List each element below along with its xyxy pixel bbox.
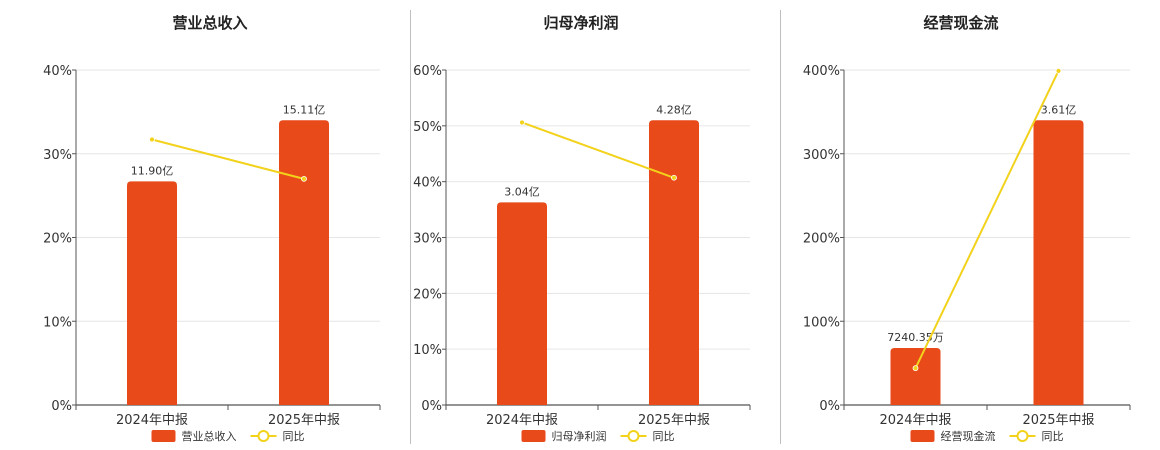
line-point xyxy=(519,119,525,126)
y-tick-label: 10% xyxy=(413,343,442,358)
bar xyxy=(127,181,177,405)
bar-data-label: 7240.35万 xyxy=(887,331,944,344)
y-tick-label: 40% xyxy=(43,64,72,79)
y-tick-label: 30% xyxy=(413,232,442,247)
bar-data-label: 3.61亿 xyxy=(1041,103,1077,116)
y-tick-label: 30% xyxy=(43,148,72,163)
chart-panel-net-profit: 归母净利润 0% 10% 20% 30% 40% 50% 60% 3.04亿 4.28亿 2024年… xyxy=(411,0,781,450)
legend-swatch-bar xyxy=(910,430,935,442)
y-tick-label: 400% xyxy=(803,64,840,79)
panel-divider xyxy=(780,10,781,444)
x-tick-label: 2024年中报 xyxy=(116,413,188,428)
legend-label: 同比 xyxy=(653,430,675,443)
y-tick-label: 0% xyxy=(51,399,72,414)
legend-label: 经营现金流 xyxy=(941,429,996,443)
legend-swatch-bar xyxy=(151,430,176,442)
bar-data-label: 3.04亿 xyxy=(504,185,540,198)
line-point xyxy=(912,365,919,372)
chart-panel-cash-flow: 经营现金流 0% 100% 200% 300% 400% 7240.35万 3.61亿 2024… xyxy=(781,0,1160,450)
bar-data-label: 15.11亿 xyxy=(283,103,326,116)
chart-panel-revenue: 营业总收入 0% 10% 20% 30% 40% 11.90亿 15.11亿 2024年中报 20… xyxy=(0,0,410,450)
series-line xyxy=(151,138,305,180)
y-tick-label: 60% xyxy=(413,64,442,79)
line-point xyxy=(149,136,155,143)
legend-swatch-bar xyxy=(521,430,546,442)
bar xyxy=(649,120,699,405)
chart-title: 营业总收入 xyxy=(172,14,247,32)
legend-label: 归母净利润 xyxy=(552,429,607,443)
chart-title: 经营现金流 xyxy=(923,14,998,32)
y-tick-label: 20% xyxy=(43,232,72,247)
line-point xyxy=(1055,67,1062,74)
legend-label: 营业总收入 xyxy=(182,429,237,443)
y-tick-label: 20% xyxy=(413,287,442,302)
chart-net-profit: 归母净利润 0% 10% 20% 30% 40% 50% 60% 3.04亿 4.28亿 2024年… xyxy=(413,14,751,443)
panel-divider xyxy=(410,10,411,444)
bar xyxy=(1033,120,1084,405)
legend-swatch-marker xyxy=(1016,430,1029,442)
bar-data-label: 11.90亿 xyxy=(131,164,174,177)
x-tick-label: 2025年中报 xyxy=(268,413,340,428)
chart-revenue: 营业总收入 0% 10% 20% 30% 40% 11.90亿 15.11亿 2024年中报 20… xyxy=(43,14,381,443)
x-tick-label: 2025年中报 xyxy=(1022,413,1094,428)
x-tick-label: 2024年中报 xyxy=(879,413,951,428)
y-tick-label: 200% xyxy=(803,232,840,247)
x-tick-label: 2025年中报 xyxy=(638,413,710,428)
legend-swatch-marker xyxy=(627,430,640,442)
y-tick-label: 10% xyxy=(43,315,72,330)
bar xyxy=(890,348,941,405)
chart-cash-flow: 经营现金流 0% 100% 200% 300% 400% 7240.35万 3.61亿 2024… xyxy=(803,14,1131,443)
series-line xyxy=(914,70,1060,369)
chart-title: 归母净利润 xyxy=(543,14,618,32)
y-tick-label: 100% xyxy=(803,315,840,330)
line-point xyxy=(671,174,677,181)
bar xyxy=(279,120,329,405)
bar xyxy=(497,202,547,405)
legend-label: 同比 xyxy=(283,430,305,443)
y-tick-label: 50% xyxy=(413,120,442,135)
y-tick-label: 0% xyxy=(819,399,840,414)
series-line xyxy=(521,121,675,179)
y-tick-label: 40% xyxy=(413,176,442,191)
legend-swatch-marker xyxy=(257,430,270,442)
y-tick-label: 0% xyxy=(421,399,442,414)
y-tick-label: 300% xyxy=(803,148,840,163)
legend-label: 同比 xyxy=(1042,430,1064,443)
x-tick-label: 2024年中报 xyxy=(486,413,558,428)
line-point xyxy=(301,175,307,182)
bar-data-label: 4.28亿 xyxy=(656,103,692,116)
